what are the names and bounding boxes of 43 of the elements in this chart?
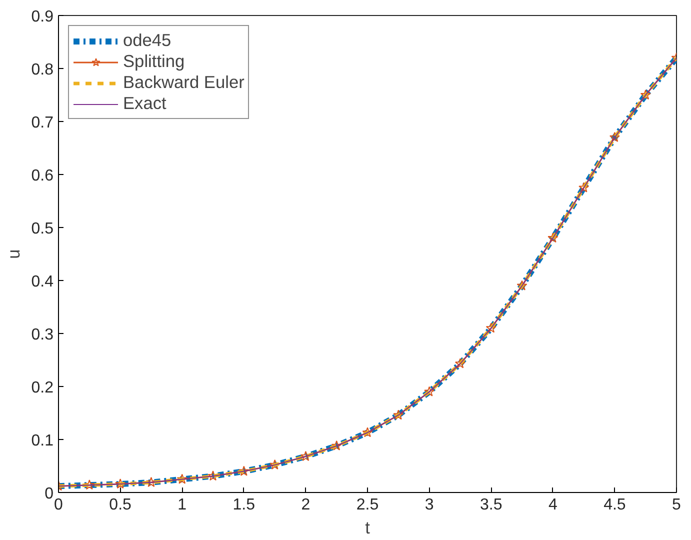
y-tick-label: 0.7 bbox=[31, 114, 54, 132]
point bbox=[454, 358, 466, 368]
point bbox=[238, 466, 250, 476]
point bbox=[640, 90, 651, 100]
point bbox=[176, 474, 188, 484]
point bbox=[578, 182, 590, 192]
point bbox=[146, 476, 156, 487]
x-tick-label: 3.5 bbox=[480, 496, 502, 514]
x-tick-label: 2.5 bbox=[356, 496, 379, 514]
point bbox=[548, 232, 558, 243]
x-tick-label: 4.5 bbox=[604, 496, 626, 514]
y-tick-label: 0 bbox=[44, 486, 54, 502]
point bbox=[486, 322, 496, 333]
y-tick-label: 0.1 bbox=[31, 432, 54, 450]
point bbox=[362, 427, 373, 438]
point bbox=[393, 410, 404, 420]
point bbox=[331, 440, 342, 450]
y-axis-title: u bbox=[3, 249, 24, 259]
point bbox=[300, 450, 311, 462]
point bbox=[84, 480, 95, 490]
legend-label: Backward Euler bbox=[123, 72, 244, 93]
x-tick-label: 1 bbox=[178, 496, 187, 514]
legend-label: Splitting bbox=[123, 51, 185, 72]
point bbox=[609, 132, 620, 142]
y-tick-label: 0.2 bbox=[31, 380, 54, 396]
y-tick-label: 0.8 bbox=[31, 62, 54, 78]
point bbox=[424, 386, 435, 396]
y-tick-label: 0.3 bbox=[31, 326, 54, 344]
y-tick-label: 0.6 bbox=[31, 168, 54, 184]
x-tick-label: 3 bbox=[424, 496, 434, 514]
x-tick-label: 5 bbox=[672, 496, 682, 514]
point bbox=[516, 280, 528, 290]
y-tick-label: 0.9 bbox=[31, 8, 54, 26]
point bbox=[115, 478, 126, 489]
x-axis-title: t bbox=[365, 518, 370, 538]
legend-label: ode45 bbox=[123, 30, 172, 51]
x-tick-label: 2 bbox=[301, 496, 310, 514]
x-tick-label: 1.5 bbox=[232, 496, 256, 514]
y-tick-label: 0.4 bbox=[31, 274, 54, 290]
x-tick-label: 0.5 bbox=[109, 496, 132, 514]
y-tick-label: 0.5 bbox=[31, 220, 54, 238]
legend-label: Exact bbox=[123, 93, 166, 114]
x-tick-label: 4 bbox=[548, 496, 558, 514]
